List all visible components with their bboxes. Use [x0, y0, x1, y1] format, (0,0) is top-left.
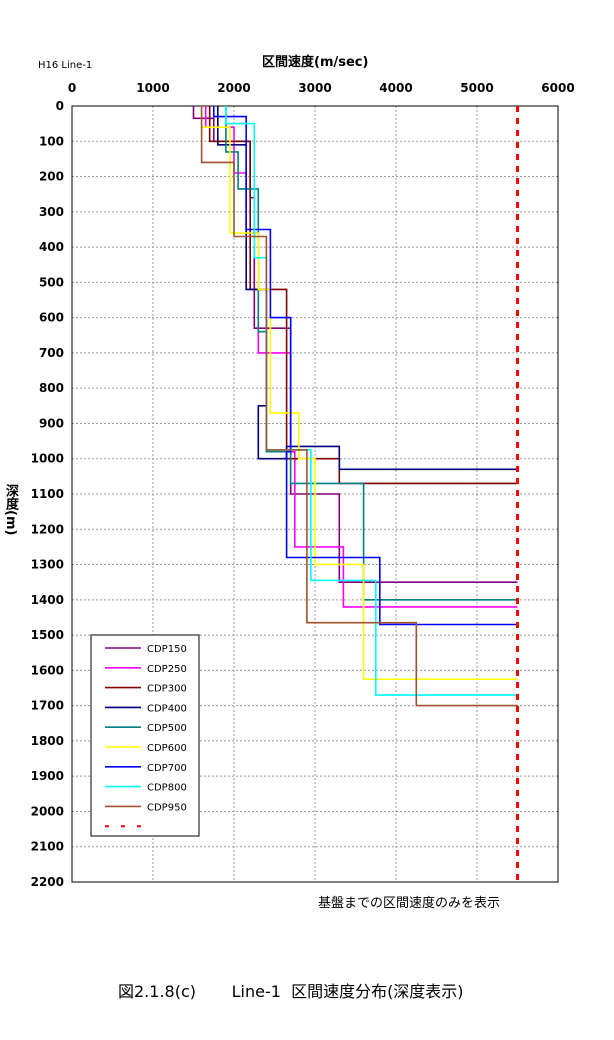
y-tick-label: 1100 — [31, 487, 64, 501]
y-tick-label: 500 — [39, 275, 64, 289]
y-tick-label: 900 — [39, 416, 64, 430]
x-tick-label: 3000 — [298, 81, 331, 95]
x-tick-label: 4000 — [379, 81, 412, 95]
x-axis-title: 区間速度(m/sec) — [262, 55, 369, 70]
legend-label-cdp950: CDP950 — [147, 802, 187, 813]
series-line-cdp250 — [204, 106, 518, 608]
y-tick-label: 2200 — [31, 875, 64, 889]
y-tick-label: 1300 — [31, 558, 64, 572]
legend-label-cdp400: CDP400 — [147, 703, 187, 714]
legend-label-cdp600: CDP600 — [147, 743, 187, 754]
y-tick-label: 300 — [39, 205, 64, 219]
y-tick-label: 0 — [56, 99, 64, 113]
series-line-cdp950 — [200, 106, 518, 707]
plot-frame — [71, 105, 559, 883]
series-line-cdp700 — [213, 106, 518, 626]
y-tick-label: 800 — [39, 381, 64, 395]
y-tick-label: 1600 — [31, 663, 64, 677]
series-line-cdp400 — [217, 106, 518, 471]
y-tick-label: 1900 — [31, 769, 64, 783]
y-axis-title: 深度(m) — [3, 484, 18, 536]
y-tick-label: 1000 — [31, 452, 64, 466]
basement-note: 基盤までの区間速度のみを表示 — [318, 896, 501, 911]
y-tick-label: 700 — [39, 346, 64, 360]
x-tick-label: 2000 — [217, 81, 250, 95]
x-tick-label: 0 — [68, 81, 76, 95]
x-tick-label: 6000 — [541, 81, 574, 95]
x-tick-label: 5000 — [460, 81, 493, 95]
figure-caption: 図2.1.8(c) Line-1 区間速度分布(深度表示) — [118, 982, 464, 1001]
y-tick-label: 1700 — [31, 699, 64, 713]
y-tick-label: 1500 — [31, 628, 64, 642]
y-tick-label: 1800 — [31, 734, 64, 748]
y-tick-label: 600 — [39, 311, 64, 325]
y-tick-label: 1200 — [31, 522, 64, 536]
series-line-cdp300 — [208, 106, 518, 485]
y-tick-label: 200 — [39, 170, 64, 184]
y-tick-label: 2100 — [31, 840, 64, 854]
y-tick-label: 2000 — [31, 804, 64, 818]
legend-label-cdp250: CDP250 — [147, 664, 187, 675]
chart-corner-label: H16 Line-1 — [38, 60, 93, 71]
series-line-cdp600 — [200, 106, 518, 681]
legend-label-cdp800: CDP800 — [147, 783, 187, 794]
x-tick-label: 1000 — [136, 81, 169, 95]
legend-label-cdp500: CDP500 — [147, 723, 187, 734]
legend-label-cdp150: CDP150 — [147, 644, 187, 655]
series-line-cdp150 — [192, 106, 518, 584]
legend-label-cdp300: CDP300 — [147, 684, 187, 695]
y-tick-label: 1400 — [31, 593, 64, 607]
y-tick-label: 400 — [39, 240, 64, 254]
y-tick-label: 100 — [39, 134, 64, 148]
legend-label-cdp700: CDP700 — [147, 763, 187, 774]
